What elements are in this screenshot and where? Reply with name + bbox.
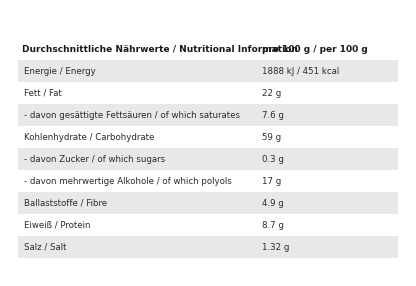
Text: 4.9 g: 4.9 g	[262, 198, 284, 208]
Text: Kohlenhydrate / Carbohydrate: Kohlenhydrate / Carbohydrate	[24, 132, 154, 142]
Bar	[18, 38, 398, 60]
Text: Eiweiß / Protein: Eiweiß / Protein	[24, 221, 91, 229]
Bar	[18, 170, 398, 192]
Text: Energie / Energy: Energie / Energy	[24, 67, 96, 76]
Text: Ballaststoffe / Fibre: Ballaststoffe / Fibre	[24, 198, 107, 208]
Bar	[18, 104, 398, 126]
Text: 0.3 g: 0.3 g	[262, 154, 284, 164]
Text: 17 g: 17 g	[262, 176, 281, 186]
Bar	[18, 236, 398, 258]
Bar	[18, 148, 398, 170]
Bar	[18, 214, 398, 236]
Text: - davon mehrwertige Alkohole / of which polyols: - davon mehrwertige Alkohole / of which …	[24, 176, 232, 186]
Text: - davon Zucker / of which sugars: - davon Zucker / of which sugars	[24, 154, 165, 164]
Bar	[18, 126, 398, 148]
Bar	[18, 192, 398, 214]
Text: Salz / Salt: Salz / Salt	[24, 243, 67, 251]
Text: Durchschnittliche Nährwerte / Nutritional Information: Durchschnittliche Nährwerte / Nutritiona…	[22, 45, 298, 53]
Text: 8.7 g: 8.7 g	[262, 221, 284, 229]
Text: pro 100 g / per 100 g: pro 100 g / per 100 g	[262, 45, 368, 53]
Text: 7.6 g: 7.6 g	[262, 110, 284, 120]
Text: 1.32 g: 1.32 g	[262, 243, 290, 251]
Bar	[18, 82, 398, 104]
Bar	[18, 60, 398, 82]
Text: 22 g: 22 g	[262, 88, 281, 98]
Text: - davon gesättigte Fettsäuren / of which saturates: - davon gesättigte Fettsäuren / of which…	[24, 110, 240, 120]
Text: Fett / Fat: Fett / Fat	[24, 88, 62, 98]
Text: 59 g: 59 g	[262, 132, 281, 142]
Text: 1888 kJ / 451 kcal: 1888 kJ / 451 kcal	[262, 67, 339, 76]
